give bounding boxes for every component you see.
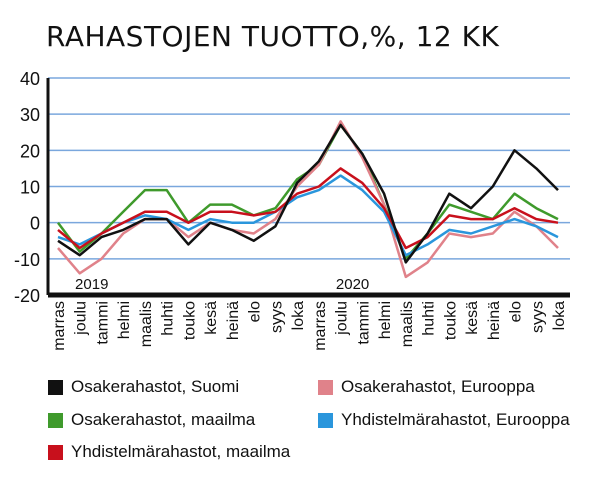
x-tick-label: kesä [464, 301, 481, 335]
x-tick-label: loka [551, 301, 568, 330]
series-line-3 [57, 174, 559, 257]
x-tick-label: helmi [116, 301, 133, 339]
legend-swatch [48, 444, 63, 460]
x-tick-label: joulu [73, 301, 90, 336]
x-tick-label: syys [529, 301, 546, 333]
y-tick-label: 10 [20, 178, 40, 198]
year-label: 2020 [336, 276, 369, 293]
x-tick-label: joulu [334, 301, 351, 336]
x-tick-label: elo [247, 301, 264, 322]
x-tick-label: syys [268, 301, 285, 333]
x-tick-label: heinä [486, 301, 503, 340]
x-tick-label: huhti [421, 301, 438, 336]
y-tick-label: 0 [30, 214, 40, 234]
legend-swatch [318, 379, 333, 395]
y-tick-label: 40 [20, 69, 40, 89]
series-line-1 [57, 120, 559, 279]
series-line-0 [57, 123, 559, 264]
legend-swatch [48, 412, 63, 428]
legend-label: Osakerahastot, maailma [71, 410, 256, 429]
legend-item-yhdistelma-eurooppa: Yhdistelmärahastot, Eurooppa [318, 410, 570, 430]
x-tick-label: helmi [377, 301, 394, 339]
legend-label: Osakerahastot, Eurooppa [341, 377, 535, 396]
y-tick-label: -10 [14, 250, 40, 270]
y-tick-label: 30 [20, 105, 40, 125]
x-tick-label: marras [312, 301, 329, 351]
x-tick-label: maalis [399, 301, 416, 347]
legend-swatch [48, 379, 63, 395]
chart-title: RAHASTOJEN TUOTTO,%, 12 KK [46, 20, 500, 53]
x-tick-label: maalis [138, 301, 155, 347]
y-tick-label: -20 [14, 286, 40, 306]
x-tick-label: touko [442, 301, 459, 340]
legend-swatch [318, 412, 333, 428]
x-tick-label: tammi [94, 301, 111, 345]
legend-item-osake-eurooppa: Osakerahastot, Eurooppa [318, 377, 535, 397]
year-label: 2019 [75, 276, 108, 293]
legend-label: Osakerahastot, Suomi [71, 377, 240, 396]
series-line-4 [57, 167, 559, 250]
x-tick-label: huhti [160, 301, 177, 336]
x-tick-label: loka [290, 301, 307, 330]
x-tick-label: heinä [225, 301, 242, 340]
x-tick-label: touko [181, 301, 198, 340]
y-tick-label: 20 [20, 141, 40, 161]
legend-item-osake-maailma: Osakerahastot, maailma [48, 410, 255, 430]
series-line-2 [57, 123, 559, 261]
legend-label: Yhdistelmärahastot, Eurooppa [341, 410, 570, 429]
x-tick-label: elo [508, 301, 525, 322]
x-tick-label: tammi [355, 301, 372, 345]
legend-label: Yhdistelmärahastot, maailma [71, 442, 291, 461]
x-tick-label: marras [51, 301, 68, 351]
legend-item-osake-suomi: Osakerahastot, Suomi [48, 377, 239, 397]
x-tick-label: kesä [203, 301, 220, 335]
legend-item-yhdistelma-maailma: Yhdistelmärahastot, maailma [48, 442, 290, 462]
